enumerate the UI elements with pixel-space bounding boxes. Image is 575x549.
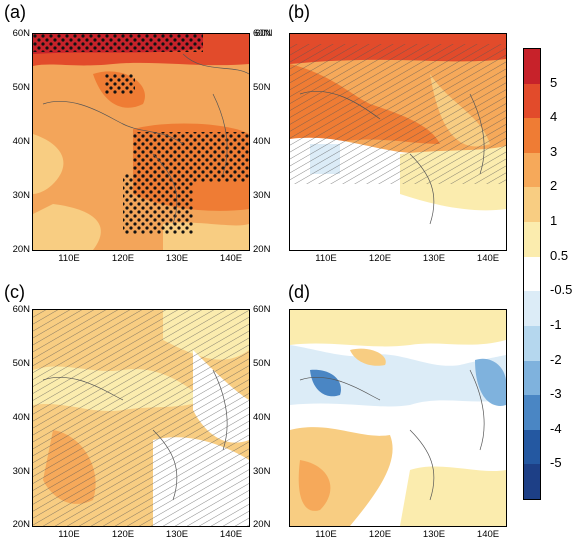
lon-tick-d-110: 110E	[315, 529, 337, 540]
colorbar-label: 0.5	[550, 247, 569, 263]
panel-d-map	[289, 309, 507, 527]
lat-tick-c-20: 20N	[12, 519, 30, 530]
lat-tick-a-30: 30N	[12, 190, 30, 201]
lon-tick-d-130: 130E	[422, 529, 446, 540]
lat-tick-cr-30: 30N	[253, 466, 271, 477]
colorbar-label: -5	[550, 455, 562, 471]
colorbar-box	[524, 49, 540, 84]
lat-tick-ar-60: 60N	[253, 28, 271, 39]
colorbar-box	[524, 291, 540, 326]
colorbar-label: -1	[550, 316, 562, 332]
lon-tick-b-110: 110E	[315, 253, 337, 264]
lat-tick-ar-30: 30N	[253, 190, 271, 201]
panel-d-label: (d)	[288, 282, 310, 302]
lat-tick-cr-40: 40N	[253, 412, 271, 423]
colorbar-label: 3	[550, 143, 558, 159]
colorbar-box	[524, 83, 540, 119]
lat-tick-a-60: 60N	[12, 28, 30, 39]
lat-tick-cr-50: 50N	[253, 358, 271, 369]
colorbar-box	[524, 429, 540, 465]
colorbar	[523, 48, 541, 500]
colorbar-box	[524, 152, 540, 188]
colorbar-box	[524, 222, 540, 257]
lat-tick-c-60: 60N	[12, 304, 30, 315]
colorbar-label: -0.5	[550, 282, 573, 298]
panel-b-label: (b)	[288, 2, 310, 22]
colorbar-label: 4	[550, 109, 558, 125]
lon-tick-c-140: 140E	[219, 529, 243, 540]
panel-c-map	[32, 309, 250, 527]
colorbar-box	[524, 187, 540, 223]
colorbar-box	[524, 118, 540, 153]
lon-tick-a-130: 130E	[165, 253, 189, 264]
lat-tick-c-40: 40N	[12, 412, 30, 423]
lat-tick-a-50: 50N	[12, 82, 30, 93]
colorbar-box	[524, 395, 540, 430]
lon-tick-a-110: 110E	[58, 253, 80, 264]
panel-b-map	[289, 33, 507, 251]
colorbar-label: -2	[550, 351, 562, 367]
panel-c-label: (c)	[4, 282, 25, 302]
lat-tick-a-20: 20N	[12, 244, 30, 255]
colorbar-box	[524, 464, 540, 499]
lat-tick-ar-50: 50N	[253, 82, 271, 93]
colorbar-label: 2	[550, 178, 558, 194]
lat-tick-b-60: 60N	[255, 28, 273, 39]
colorbar-box	[524, 256, 540, 292]
lon-tick-d-140: 140E	[476, 529, 500, 540]
lon-tick-b-140: 140E	[476, 253, 500, 264]
lon-tick-b-120: 120E	[368, 253, 392, 264]
lon-tick-a-120: 120E	[111, 253, 135, 264]
colorbar-label: 1	[550, 213, 558, 229]
colorbar-label: -4	[550, 420, 562, 436]
lat-tick-cr-20: 20N	[253, 519, 271, 530]
lat-tick-c-30: 30N	[12, 466, 30, 477]
lat-tick-a-40: 40N	[12, 136, 30, 147]
lon-tick-c-130: 130E	[165, 529, 189, 540]
lon-tick-c-120: 120E	[111, 529, 135, 540]
colorbar-label: 5	[550, 74, 558, 90]
lat-tick-c-50: 50N	[12, 358, 30, 369]
colorbar-box	[524, 325, 540, 361]
lon-tick-a-140: 140E	[219, 253, 243, 264]
lat-tick-cr-60: 60N	[253, 304, 271, 315]
lon-tick-d-120: 120E	[368, 529, 392, 540]
lat-tick-ar-20: 20N	[253, 244, 271, 255]
lat-tick-ar-40: 40N	[253, 136, 271, 147]
colorbar-box	[524, 360, 540, 396]
lon-tick-c-110: 110E	[58, 529, 80, 540]
colorbar-label: -3	[550, 386, 562, 402]
panel-a-label: (a)	[4, 2, 26, 22]
panel-a-map	[32, 33, 250, 251]
lon-tick-b-130: 130E	[422, 253, 446, 264]
